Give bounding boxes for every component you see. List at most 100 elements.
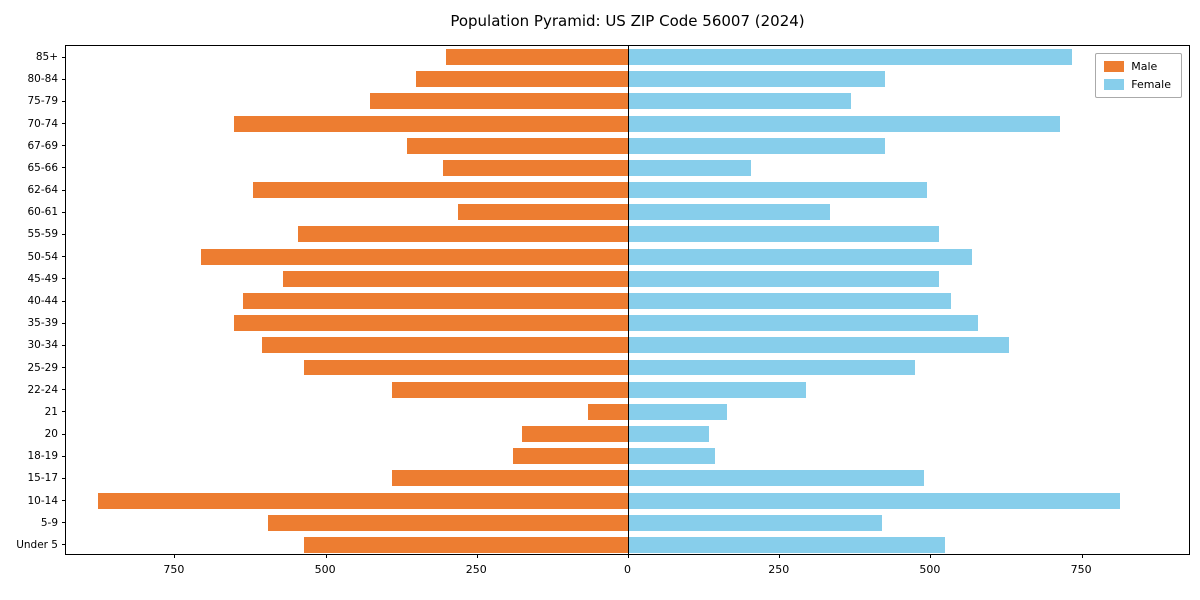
- y-axis-label-75-79: 75-79: [27, 95, 58, 108]
- y-axis-label-20: 20: [44, 428, 58, 441]
- y-tick-mark: [62, 278, 66, 280]
- y-axis-label-25-29: 25-29: [27, 361, 58, 374]
- y-axis-label-5-9: 5-9: [40, 516, 58, 529]
- y-tick-mark: [62, 522, 66, 524]
- bar-male: [267, 514, 628, 531]
- bar-female: [627, 448, 716, 465]
- bar-female: [627, 93, 852, 110]
- bar-female: [627, 293, 952, 309]
- y-axis-label-10-14: 10-14: [27, 494, 58, 507]
- bar-male: [512, 448, 628, 465]
- bar-male: [521, 426, 628, 442]
- y-axis-label-30-34: 30-34: [27, 339, 58, 352]
- y-tick-mark: [62, 100, 66, 102]
- y-tick-mark: [62, 455, 66, 457]
- x-tick-mark: [1081, 554, 1083, 558]
- bar-male: [588, 403, 628, 420]
- x-tick-label: 250: [768, 563, 790, 576]
- y-tick-mark: [62, 78, 66, 80]
- y-axis-label-55-59: 55-59: [27, 228, 58, 241]
- bar-male: [391, 381, 628, 398]
- y-tick-mark: [62, 433, 66, 435]
- x-tick-mark: [476, 554, 478, 558]
- y-axis-label-85+: 85+: [35, 51, 58, 64]
- y-axis-label-45-49: 45-49: [27, 272, 58, 285]
- bar-female: [627, 337, 1009, 354]
- y-axis-label-65-66: 65-66: [27, 161, 58, 174]
- bar-female: [627, 403, 728, 420]
- bar-female: [627, 315, 979, 332]
- bar-male: [234, 115, 628, 132]
- bar-female: [627, 115, 1060, 132]
- y-axis-label-62-64: 62-64: [27, 184, 58, 197]
- x-tick-label: 250: [465, 563, 487, 576]
- y-axis-label-15-17: 15-17: [27, 472, 58, 485]
- bar-female: [627, 159, 752, 176]
- y-axis-label-80-84: 80-84: [27, 73, 58, 86]
- bar-male: [261, 337, 628, 354]
- bar-male: [303, 359, 628, 376]
- bar-female: [627, 536, 946, 553]
- y-axis-label-50-54: 50-54: [27, 250, 58, 263]
- bar-male: [406, 137, 628, 154]
- y-tick-mark: [62, 411, 66, 413]
- y-tick-mark: [62, 300, 66, 302]
- x-tick-mark: [325, 554, 327, 558]
- bar-female: [627, 470, 924, 487]
- bar-female: [627, 182, 927, 199]
- bar-female: [627, 426, 710, 442]
- y-tick-mark: [62, 477, 66, 479]
- y-axis-label-22-24: 22-24: [27, 383, 58, 396]
- y-tick-mark: [62, 211, 66, 213]
- y-axis-label-40-44: 40-44: [27, 295, 58, 307]
- y-axis-label-21: 21: [44, 405, 58, 418]
- bar-male: [282, 270, 628, 287]
- y-tick-mark: [62, 56, 66, 58]
- bar-female: [627, 492, 1121, 509]
- legend-item-male: Male: [1104, 60, 1171, 73]
- y-tick-mark: [62, 256, 66, 258]
- x-tick-mark: [779, 554, 781, 558]
- bar-female: [627, 137, 885, 154]
- bar-female: [627, 204, 831, 221]
- chart-title: Population Pyramid: US ZIP Code 56007 (2…: [450, 12, 805, 30]
- bar-male: [252, 182, 628, 199]
- male-color-swatch: [1104, 61, 1125, 72]
- bar-male: [443, 159, 628, 176]
- legend-label-female: Female: [1131, 78, 1171, 91]
- legend: Male Female: [1095, 53, 1182, 98]
- bar-male: [201, 248, 628, 265]
- y-tick-mark: [62, 189, 66, 191]
- bar-male: [303, 536, 628, 553]
- y-tick-mark: [62, 123, 66, 125]
- female-color-swatch: [1104, 79, 1125, 90]
- bar-male: [391, 470, 628, 487]
- y-axis-label-18-19: 18-19: [27, 450, 58, 463]
- bar-female: [627, 514, 882, 531]
- x-tick-label: 500: [919, 563, 941, 576]
- bar-male: [234, 315, 628, 332]
- x-tick-label: 0: [624, 563, 631, 576]
- y-tick-mark: [62, 389, 66, 391]
- bar-male: [415, 71, 628, 88]
- legend-label-male: Male: [1131, 60, 1158, 73]
- plot-area: Male Female 85+ 80-84 75-79 70-74 67-69 65-66…: [16, 45, 1190, 558]
- x-tick-label: 750: [1070, 563, 1092, 576]
- x-tick-mark: [628, 554, 629, 558]
- bar-female: [627, 359, 915, 376]
- zero-axis-line: [627, 46, 629, 554]
- bar-male: [446, 49, 628, 66]
- bar-male: [458, 204, 628, 221]
- bar-male: [243, 293, 628, 309]
- y-tick-mark: [62, 344, 66, 346]
- x-tick-label: 500: [314, 563, 336, 576]
- y-axis-label-under-5: Under 5: [16, 538, 58, 551]
- bar-female: [627, 270, 939, 287]
- y-tick-mark: [62, 500, 66, 502]
- bar-female: [627, 226, 939, 243]
- y-tick-mark: [62, 322, 66, 324]
- bar-female: [627, 49, 1073, 66]
- bar-female: [627, 71, 885, 88]
- y-tick-mark: [62, 167, 66, 169]
